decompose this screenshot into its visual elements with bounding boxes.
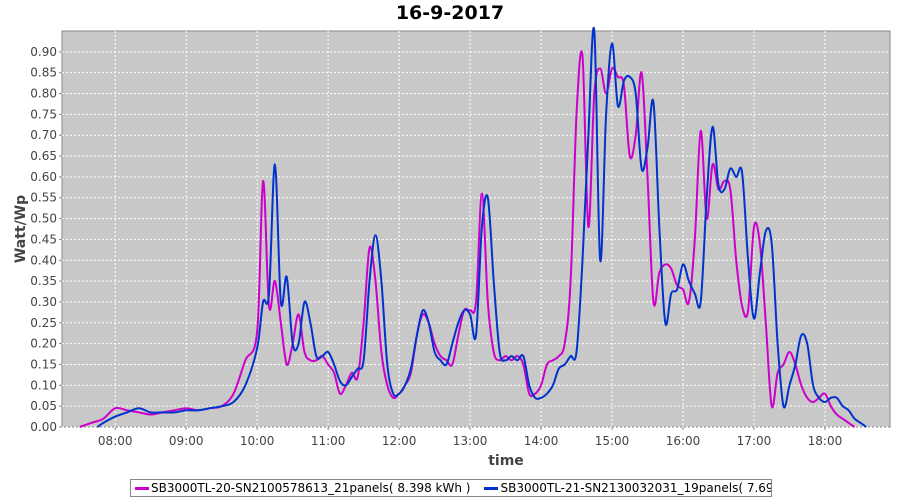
legend-label-1: SB3000TL-20-SN2100578613_21panels( 8.398… bbox=[151, 481, 471, 495]
x-tick-label: 17:00 bbox=[737, 434, 772, 448]
axes: 0.00 0.05 0.10 0.15 0.20 0.25 0.30 0.35 0.40 0.45… bbox=[30, 45, 842, 448]
legend-swatch-1 bbox=[135, 486, 149, 490]
series-layer bbox=[79, 27, 867, 428]
x-tick-label: 11:00 bbox=[311, 434, 346, 448]
x-tick-label: 09:00 bbox=[169, 434, 204, 448]
y-tick-label: 0.90 bbox=[30, 45, 57, 59]
x-tick-label: 15:00 bbox=[595, 434, 630, 448]
series-line-1 bbox=[79, 50, 856, 428]
x-tick-label: 14:00 bbox=[524, 434, 559, 448]
y-tick-label: 0.70 bbox=[30, 128, 57, 142]
x-tick-label: 18:00 bbox=[808, 434, 843, 448]
x-tick-label: 16:00 bbox=[666, 434, 701, 448]
y-tick-label: 0.55 bbox=[30, 191, 57, 205]
series-line-2 bbox=[96, 27, 867, 428]
y-tick-label: 0.30 bbox=[30, 295, 57, 309]
chart-svg: 0.00 0.05 0.10 0.15 0.20 0.25 0.30 0.35 0.40 0.45… bbox=[13, 27, 891, 469]
legend-item-1: SB3000TL-20-SN2100578613_21panels( 8.398… bbox=[135, 481, 470, 495]
x-tick-label: 08:00 bbox=[98, 434, 133, 448]
y-tick-label: 0.35 bbox=[30, 274, 57, 288]
x-tick-label: 12:00 bbox=[382, 434, 417, 448]
x-tick-label: 10:00 bbox=[240, 434, 275, 448]
plot-area bbox=[61, 30, 891, 428]
y-tick-label: 0.80 bbox=[30, 87, 57, 101]
y-tick-label: 0.75 bbox=[30, 107, 57, 121]
y-tick-label: 0.15 bbox=[30, 357, 57, 371]
legend-swatch-2 bbox=[484, 486, 499, 490]
y-tick-label: 0.40 bbox=[30, 253, 57, 267]
y-tick-label: 0.65 bbox=[30, 149, 57, 163]
x-tick-label: 13:00 bbox=[453, 434, 488, 448]
y-tick-label: 0.50 bbox=[30, 212, 57, 226]
x-axis-label: time bbox=[488, 453, 524, 469]
legend-item-2: SB3000TL-21-SN2130032031_19panels( 7.697… bbox=[484, 481, 771, 495]
y-tick-label: 0.20 bbox=[30, 337, 57, 351]
legend-label-2: SB3000TL-21-SN2130032031_19panels( 7.697… bbox=[500, 481, 771, 495]
y-tick-label: 0.05 bbox=[30, 399, 57, 413]
y-tick-label: 0.00 bbox=[30, 420, 57, 434]
y-tick-label: 0.10 bbox=[30, 378, 57, 392]
y-tick-label: 0.60 bbox=[30, 170, 57, 184]
y-tick-label: 0.25 bbox=[30, 316, 57, 330]
chart-title: 16-9-2017 bbox=[395, 2, 505, 24]
legend: SB3000TL-20-SN2100578613_21panels( 8.398… bbox=[130, 479, 772, 497]
y-tick-label: 0.85 bbox=[30, 66, 57, 80]
y-axis-label: Watt/Wp bbox=[13, 195, 29, 263]
y-tick-label: 0.45 bbox=[30, 232, 57, 246]
